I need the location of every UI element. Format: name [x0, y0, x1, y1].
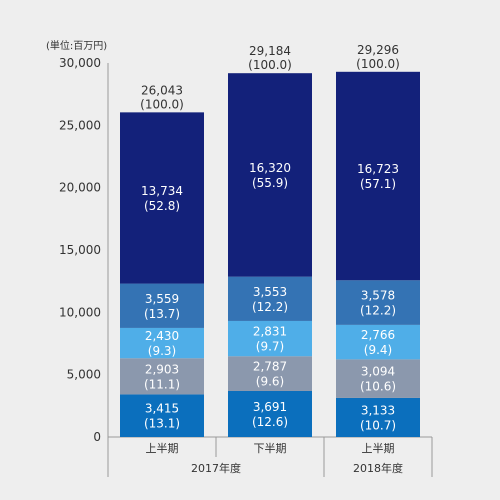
segment-share-label: (9.7) — [256, 340, 284, 354]
segment-value-label: 3,578 — [361, 289, 395, 303]
bar-segment — [336, 71, 420, 281]
segment-share-label: (10.6) — [360, 380, 396, 394]
bar-segment — [228, 320, 312, 357]
total-share-label: (100.0) — [356, 57, 400, 71]
segment-value-label: 16,723 — [357, 162, 399, 176]
bar-segment — [120, 358, 204, 395]
bar-segment — [120, 327, 204, 359]
segment-value-label: 2,430 — [145, 329, 179, 343]
segment-share-label: (12.6) — [252, 415, 288, 429]
y-tick-label: 25,000 — [59, 118, 101, 132]
bar-segment — [336, 359, 420, 398]
total-share-label: (100.0) — [248, 58, 292, 72]
segment-share-label: (13.7) — [144, 307, 180, 321]
segment-value-label: 3,559 — [145, 292, 179, 306]
segment-share-label: (57.1) — [360, 177, 396, 191]
total-value-label: 29,296 — [357, 43, 399, 57]
y-tick-label: 0 — [93, 430, 101, 444]
total-value-label: 26,043 — [141, 83, 183, 97]
y-tick-label: 30,000 — [59, 56, 101, 70]
y-tick-label: 5,000 — [67, 368, 101, 382]
segment-value-label: 16,320 — [249, 161, 291, 175]
bar-segment — [228, 73, 312, 277]
bar-segment — [228, 276, 312, 321]
bar-segment — [336, 280, 420, 325]
segment-share-label: (12.2) — [252, 300, 288, 314]
bar-segment — [120, 394, 204, 437]
segment-value-label: 3,133 — [361, 403, 395, 417]
bar-segment — [228, 390, 312, 437]
total-value-label: 29,184 — [249, 44, 291, 58]
x-category-label: 上半期 — [362, 441, 395, 455]
segment-value-label: 3,415 — [145, 402, 179, 416]
bar-segment — [336, 324, 420, 360]
segment-share-label: (11.1) — [144, 377, 180, 391]
segment-value-label: 13,734 — [141, 184, 183, 198]
segment-share-label: (52.8) — [144, 199, 180, 213]
x-category-label: 下半期 — [254, 441, 287, 455]
segment-share-label: (12.2) — [360, 304, 396, 318]
segment-share-label: (10.7) — [360, 418, 396, 432]
segment-value-label: 2,831 — [253, 325, 287, 339]
segment-share-label: (55.9) — [252, 176, 288, 190]
y-tick-label: 15,000 — [59, 243, 101, 257]
x-category-label: 上半期 — [146, 441, 179, 455]
segment-value-label: 2,903 — [145, 362, 179, 376]
bar-segment — [120, 112, 204, 284]
bar-segment — [228, 356, 312, 391]
segment-share-label: (9.4) — [364, 343, 392, 357]
bar-segment — [120, 283, 204, 328]
segment-value-label: 3,094 — [361, 365, 395, 379]
bar-layer — [120, 71, 420, 437]
segment-value-label: 3,691 — [253, 400, 287, 414]
segment-share-label: (13.1) — [144, 417, 180, 431]
segment-value-label: 3,553 — [253, 285, 287, 299]
bar-segment — [336, 397, 420, 437]
segment-value-label: 2,766 — [361, 328, 395, 342]
segment-share-label: (9.3) — [148, 344, 176, 358]
total-share-label: (100.0) — [140, 97, 184, 111]
year-group-label: 2017年度 — [191, 461, 241, 475]
axis-layer: 0 5,000 10,000 15,000 20,000 25,000 30,000 上半期 下… — [59, 56, 433, 477]
y-tick-label: 10,000 — [59, 305, 101, 319]
year-group-label: 2018年度 — [353, 461, 403, 475]
segment-value-label: 2,787 — [253, 360, 287, 374]
unit-label: (単位:百万円) — [46, 39, 107, 52]
label-layer: 3,415(13.1) 2,903(11.1) 2,430(9.3) 3,559(13… — [140, 43, 400, 433]
y-tick-label: 20,000 — [59, 181, 101, 195]
segment-share-label: (9.6) — [256, 375, 284, 389]
